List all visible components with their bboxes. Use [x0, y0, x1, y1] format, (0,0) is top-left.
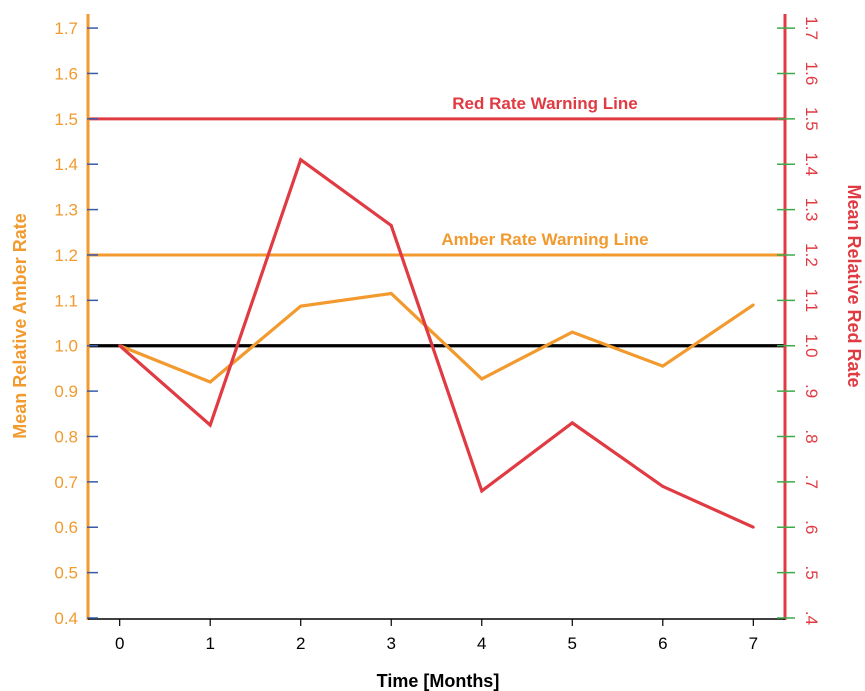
x-tick-label: 7	[749, 634, 758, 653]
left-tick-label: 1.2	[54, 246, 78, 265]
x-axis-title: Time [Months]	[377, 671, 500, 691]
x-tick-label: 4	[477, 634, 486, 653]
right-tick-label: 1.4	[802, 152, 821, 176]
red-data-point	[118, 344, 122, 348]
x-tick-label: 5	[568, 634, 577, 653]
amber-series-line	[119, 291, 755, 384]
x-tick-label: 6	[658, 634, 667, 653]
left-tick-label: 0.4	[54, 609, 78, 628]
red-data-point	[208, 423, 212, 427]
right-tick-label: .6	[802, 520, 821, 534]
left-tick-label: 1.1	[54, 291, 78, 310]
red-data-point	[299, 158, 303, 162]
red-data-point	[570, 421, 574, 425]
right-tick-label: .7	[802, 475, 821, 489]
axes	[86, 14, 787, 620]
right-tick-label: .8	[802, 429, 821, 443]
right-axis-title: Mean Relative Red Rate	[844, 184, 864, 387]
left-tick-label: 0.8	[54, 427, 78, 446]
left-tick-label: 1.0	[54, 337, 78, 356]
red-data-point	[751, 525, 755, 529]
amber-data-point	[299, 304, 303, 308]
right-tick-label: 1.3	[802, 198, 821, 222]
right-tick-label: 1.5	[802, 107, 821, 131]
right-tick-label: 1.6	[802, 62, 821, 86]
amber-data-point	[661, 364, 665, 368]
reference-line-labels: Red Rate Warning Line Amber Rate Warning …	[441, 94, 648, 249]
left-tick-label: 1.6	[54, 64, 78, 83]
red-data-point	[389, 224, 393, 227]
amber-data-point	[208, 380, 212, 384]
right-tick-label: 1.1	[802, 289, 821, 313]
left-tick-label: 1.7	[54, 19, 78, 38]
red-data-point	[661, 485, 665, 488]
right-tick-label: .4	[802, 611, 821, 625]
right-axis-ticks: .4 .5 .6 .7 .8 .9 1.0 1.1 1.2 1.3 1.4 1.5 1.6 1.7	[777, 16, 821, 625]
left-tick-label: 0.6	[54, 518, 78, 537]
left-axis-title: Mean Relative Amber Rate	[10, 213, 30, 438]
left-tick-label: 1.5	[54, 110, 78, 129]
amber-data-point	[480, 377, 484, 381]
red-rate-warning-line-label: Red Rate Warning Line	[452, 94, 637, 113]
right-tick-label: 1.0	[802, 334, 821, 358]
amber-data-point	[389, 292, 393, 295]
x-tick-label: 2	[296, 634, 305, 653]
right-tick-label: .5	[802, 566, 821, 580]
right-tick-label: 1.2	[802, 243, 821, 267]
reference-lines	[88, 117, 785, 348]
left-tick-label: 0.5	[54, 564, 78, 583]
left-tick-label: 1.3	[54, 201, 78, 220]
left-tick-label: 0.7	[54, 473, 78, 492]
left-axis-ticks: 0.4 0.5 0.6 0.7 0.8 0.9 1.0 1.1 1.2 1.3 1.4 1.5 1.6 1…	[54, 19, 98, 628]
amber-rate-warning-line-label: Amber Rate Warning Line	[441, 230, 648, 249]
right-tick-label: .9	[802, 384, 821, 398]
series-layer	[118, 157, 755, 529]
red-data-point	[480, 489, 484, 493]
left-tick-label: 0.9	[54, 382, 78, 401]
amber-data-point	[570, 330, 574, 334]
red-series-line	[118, 157, 754, 529]
x-tick-label: 1	[205, 634, 214, 653]
left-tick-label: 1.4	[54, 155, 78, 174]
x-axis-ticks: 0 1 2 3 4 5 6 7	[115, 619, 758, 653]
right-tick-label: 1.7	[802, 16, 821, 40]
x-tick-label: 3	[387, 634, 396, 653]
x-tick-label: 0	[115, 634, 124, 653]
amber-data-point	[751, 303, 755, 307]
